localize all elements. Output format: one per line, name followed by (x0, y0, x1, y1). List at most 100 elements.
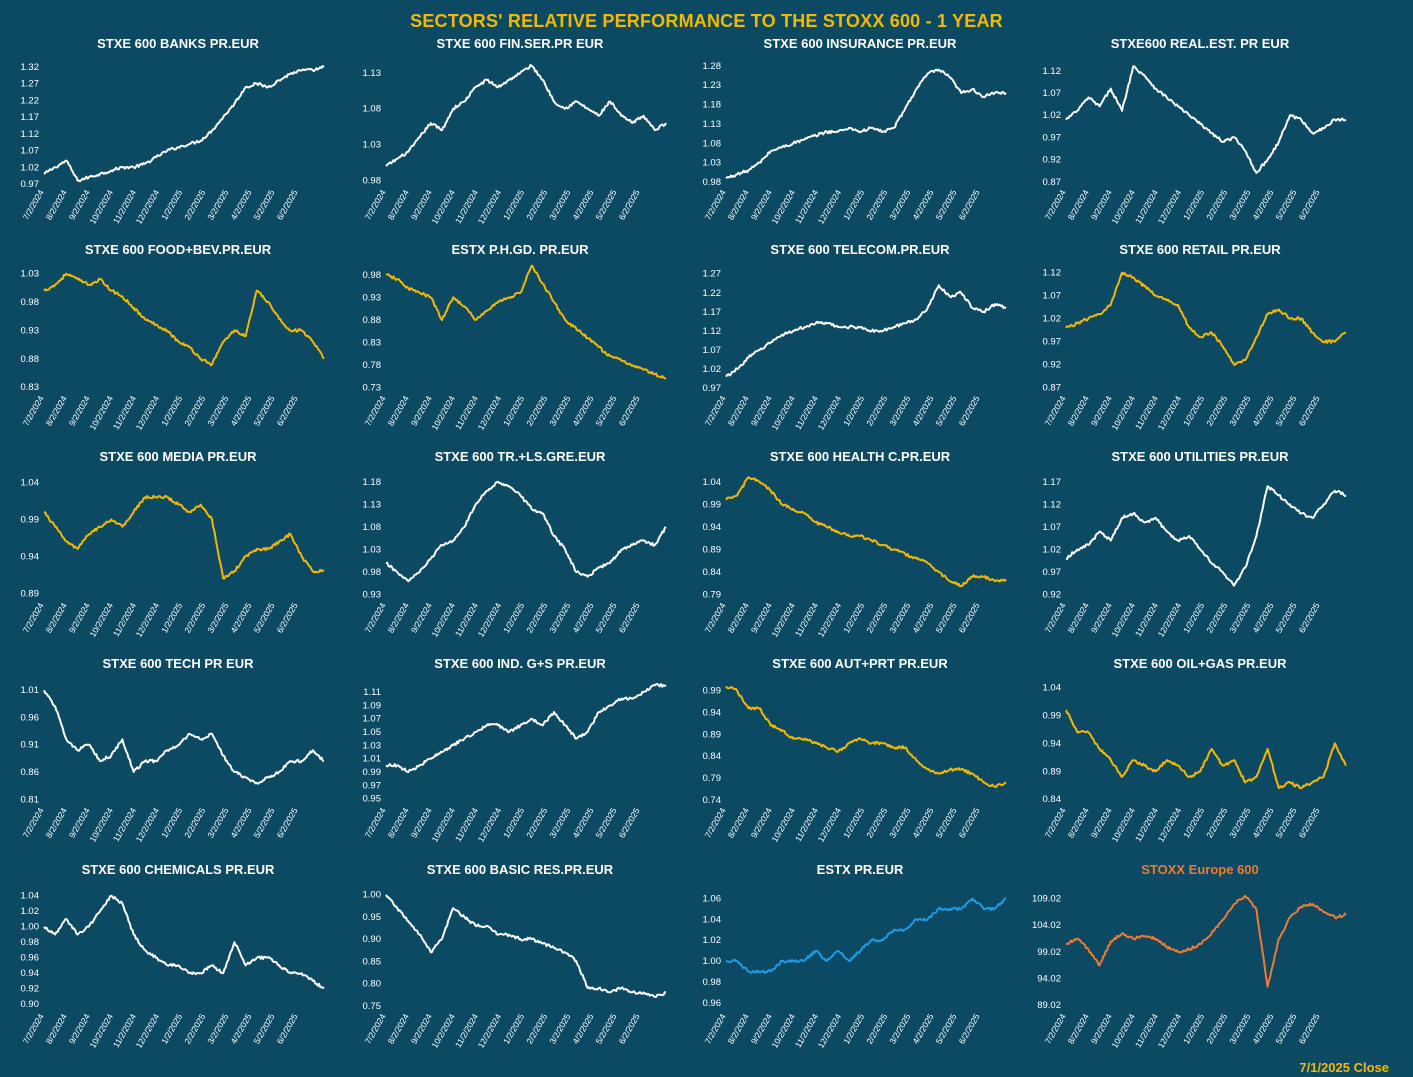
x-tick-label: 1/2/2025 (1181, 806, 1206, 840)
x-tick-label: 7/2/2024 (1043, 601, 1068, 635)
y-tick-label: 0.93 (363, 590, 382, 601)
chart-panel: STXE 600 FOOD+BEV.PR.EUR 0.83 0.88 0.93 0.98… (8, 238, 348, 441)
y-tick-label: 0.94 (703, 522, 722, 533)
y-tick-label: 1.02 (1043, 314, 1062, 325)
y-tick-label: 1.32 (21, 62, 40, 73)
x-tick-label: 5/2/2025 (1273, 601, 1298, 635)
y-tick-label: 1.00 (703, 956, 722, 967)
x-tick-label: 1/2/2025 (1181, 188, 1206, 222)
series-line (43, 65, 325, 183)
x-tick-label: 7/2/2024 (21, 806, 46, 840)
y-tick-label: 1.22 (21, 95, 40, 106)
x-tick-label: 8/2/2024 (44, 188, 69, 222)
x-tick-label: 4/2/2025 (1250, 601, 1275, 635)
chart-title: STOXX Europe 600 (1141, 862, 1259, 877)
x-tick-label: 8/2/2024 (726, 188, 751, 222)
y-tick-label: 94.02 (1037, 974, 1061, 985)
x-tick-label: 9/2/2024 (1089, 601, 1114, 635)
y-tick-label: 0.94 (21, 968, 40, 979)
y-tick-label: 0.91 (21, 740, 40, 751)
x-tick-label: 3/2/2025 (887, 394, 912, 428)
series-line (43, 494, 325, 580)
x-tick-label: 8/2/2024 (386, 1012, 411, 1046)
x-tick-label: 7/2/2024 (21, 601, 46, 635)
x-tick-label: 9/2/2024 (749, 601, 774, 635)
series-line (385, 264, 667, 380)
x-tick-label: 8/2/2024 (44, 1012, 69, 1046)
x-tick-label: 5/2/2025 (933, 188, 958, 222)
x-tick-label: 7/2/2024 (363, 188, 388, 222)
y-tick-label: 0.98 (363, 175, 382, 186)
y-tick-label: 1.17 (703, 307, 722, 318)
y-tick-label: 0.99 (1043, 710, 1062, 721)
series-line (385, 480, 667, 583)
y-tick-label: 0.79 (703, 773, 722, 784)
y-tick-label: 0.94 (21, 551, 40, 562)
x-tick-label: 6/2/2025 (1297, 188, 1322, 222)
x-tick-label: 7/2/2024 (703, 394, 728, 428)
chart-title: ESTX P.H.GD. PR.EUR (451, 242, 589, 257)
x-tick-label: 1/2/2025 (159, 1012, 184, 1046)
x-tick-label: 8/2/2024 (1066, 1012, 1091, 1046)
x-tick-label: 5/2/2025 (933, 601, 958, 635)
line-chart: STXE 600 HEALTH C.PR.EUR 0.79 0.84 0.89 0.94… (703, 449, 1007, 639)
x-tick-label: 9/2/2024 (409, 806, 434, 840)
x-tick-label: 8/2/2024 (44, 394, 69, 428)
series-line (1065, 709, 1347, 790)
x-tick-label: 4/2/2025 (910, 601, 935, 635)
x-tick-label: 2/2/2025 (182, 394, 207, 428)
series-line (43, 894, 325, 990)
y-tick-label: 1.07 (703, 345, 722, 356)
x-tick-label: 4/2/2025 (570, 188, 595, 222)
chart-title: STXE 600 RETAIL PR.EUR (1119, 242, 1281, 257)
series-line (725, 476, 1007, 588)
x-tick-label: 4/2/2025 (1250, 188, 1275, 222)
y-tick-label: 0.96 (21, 712, 40, 723)
y-tick-label: 1.09 (363, 700, 382, 711)
x-tick-label: 5/2/2025 (251, 394, 276, 428)
x-tick-label: 2/2/2025 (1204, 601, 1229, 635)
x-tick-label: 3/2/2025 (887, 806, 912, 840)
x-tick-label: 9/2/2024 (1089, 188, 1114, 222)
y-tick-label: 0.92 (1043, 590, 1062, 601)
y-tick-label: 0.98 (363, 567, 382, 578)
y-tick-label: 1.17 (21, 112, 40, 123)
y-tick-label: 0.87 (1043, 177, 1062, 188)
y-tick-label: 1.05 (363, 727, 382, 738)
chart-title: ESTX PR.EUR (817, 862, 904, 877)
y-tick-label: 0.96 (703, 998, 722, 1009)
line-chart: STOXX Europe 600 89.02 94.02 99.02 104.02 109… (1032, 862, 1347, 1050)
x-tick-label: 6/2/2025 (957, 188, 982, 222)
chart-panel: STXE 600 TELECOM.PR.EUR 0.97 1.02 1.07 1.12 1… (690, 238, 1030, 441)
line-chart: STXE 600 FIN.SER.PR EUR 0.98 1.03 1.08 1.13 7… (363, 36, 667, 226)
y-tick-label: 0.99 (703, 499, 722, 510)
x-tick-label: 1/2/2025 (159, 601, 184, 635)
chart-panel: STXE 600 FIN.SER.PR EUR 0.98 1.03 1.08 1.13 7… (350, 32, 690, 235)
line-chart: STXE 600 AUT+PRT PR.EUR 0.74 0.79 0.84 0.89 0… (703, 656, 1007, 844)
y-tick-label: 109.02 (1032, 894, 1061, 905)
x-tick-label: 9/2/2024 (409, 188, 434, 222)
line-chart: STXE 600 TR.+LS.GRE.EUR 0.93 0.98 1.03 1.08 1… (363, 449, 667, 639)
chart-title: STXE 600 UTILITIES PR.EUR (1112, 449, 1290, 464)
x-tick-label: 7/2/2024 (21, 394, 46, 428)
y-tick-label: 1.00 (363, 890, 382, 901)
chart-panel: STXE 600 BANKS PR.EUR 0.97 1.02 1.07 1.12 1.1… (8, 32, 348, 235)
x-tick-label: 4/2/2025 (570, 394, 595, 428)
y-tick-label: 0.89 (21, 588, 40, 599)
x-tick-label: 2/2/2025 (1204, 394, 1229, 428)
x-tick-label: 6/2/2025 (617, 1012, 642, 1046)
line-chart: STXE 600 OIL+GAS PR.EUR 0.84 0.89 0.94 0.99 1… (1043, 656, 1347, 844)
y-tick-label: 1.03 (363, 545, 382, 556)
x-tick-label: 6/2/2025 (1297, 601, 1322, 635)
x-tick-label: 1/2/2025 (841, 601, 866, 635)
y-tick-label: 0.88 (363, 315, 382, 326)
y-tick-label: 0.88 (21, 354, 40, 365)
y-tick-label: 1.02 (703, 364, 722, 375)
x-tick-label: 2/2/2025 (524, 806, 549, 840)
x-tick-label: 2/2/2025 (524, 394, 549, 428)
y-tick-label: 1.11 (363, 687, 381, 698)
x-tick-label: 2/2/2025 (864, 188, 889, 222)
x-tick-label: 6/2/2025 (617, 601, 642, 635)
x-tick-label: 9/2/2024 (67, 1012, 92, 1046)
y-tick-label: 0.98 (363, 270, 382, 281)
